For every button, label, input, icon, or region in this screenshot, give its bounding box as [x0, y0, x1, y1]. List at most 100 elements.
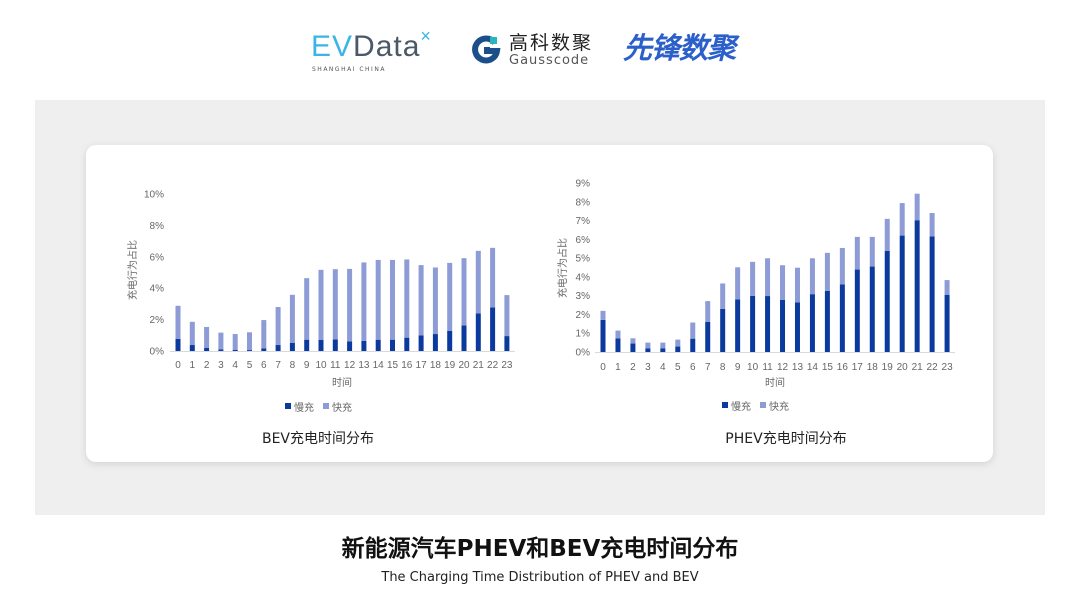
- bar-fast: [232, 334, 238, 350]
- bar-slow: [490, 307, 496, 351]
- bar-fast: [735, 267, 741, 300]
- bar-fast: [794, 267, 800, 303]
- bar-fast: [690, 322, 696, 339]
- x-tick-label: 9: [304, 360, 310, 371]
- bar-slow: [318, 340, 324, 351]
- x-tick-label: 13: [358, 360, 370, 371]
- bar-slow: [189, 345, 195, 351]
- xianfeng-logo: 先锋数聚: [623, 31, 736, 65]
- bar-fast: [261, 320, 267, 349]
- x-tick-label: 3: [645, 362, 651, 373]
- y-tick-label: 1%: [576, 329, 591, 340]
- bar-fast: [929, 213, 935, 237]
- page-subtitle: The Charging Time Distribution of PHEV a…: [381, 570, 699, 585]
- y-tick-label: 6%: [576, 235, 591, 246]
- bar-fast: [884, 218, 890, 251]
- bar-slow: [432, 334, 438, 351]
- bar-fast: [869, 236, 875, 267]
- legend-swatch-fast: [323, 403, 329, 409]
- bar-fast: [461, 258, 467, 326]
- bar-slow: [347, 341, 353, 351]
- bar-fast: [361, 262, 367, 341]
- phev-chart: 充电行为占比 时间 慢充 快充 0%1%2%3%4%5%6%7%8%9%0 1 2 3…: [556, 179, 956, 413]
- bar-fast: [630, 338, 636, 344]
- x-tick-label: 3: [218, 360, 224, 371]
- legend-label-fast: 快充: [769, 400, 789, 413]
- x-tick-label: 15: [387, 360, 399, 371]
- legend-label-fast: 快充: [332, 401, 352, 414]
- bar-fast: [332, 269, 338, 340]
- x-tick-label: 6: [690, 362, 696, 373]
- bar-slow: [944, 294, 950, 352]
- x-tick-label: 9: [735, 362, 741, 373]
- x-tick-label: 16: [837, 362, 849, 373]
- bar-fast: [418, 265, 424, 336]
- bar-slow: [361, 340, 367, 351]
- x-tick-label: 18: [430, 360, 442, 371]
- legend-label-slow: 慢充: [294, 401, 314, 414]
- x-tick-label: 18: [867, 362, 879, 373]
- bar-slow: [504, 336, 510, 351]
- x-tick-label: 4: [232, 360, 238, 371]
- x-axis-title: 时间: [765, 376, 785, 389]
- bar-slow: [750, 295, 756, 352]
- y-tick-label: 8%: [150, 221, 165, 232]
- x-tick-label: 23: [942, 362, 954, 373]
- x-tick-label: 11: [762, 362, 773, 373]
- y-tick-label: 6%: [150, 252, 165, 263]
- bar-fast: [175, 305, 181, 339]
- bar-slow: [204, 348, 210, 351]
- y-tick-label: 0%: [150, 347, 165, 358]
- y-tick-label: 3%: [576, 291, 591, 302]
- bar-fast: [645, 342, 651, 349]
- bar-fast: [615, 330, 621, 339]
- bar-fast: [304, 278, 310, 340]
- bar-fast: [247, 332, 252, 351]
- bar-slow: [289, 342, 295, 351]
- bar-fast: [765, 258, 771, 297]
- bar-fast: [899, 203, 905, 236]
- legend-label-slow: 慢充: [731, 400, 751, 413]
- evdata-logo-data: Data: [353, 30, 421, 63]
- legend-swatch-slow: [722, 402, 728, 408]
- bar-slow: [475, 313, 481, 351]
- x-tick-label: 22: [487, 360, 499, 371]
- bar-fast: [204, 326, 210, 349]
- y-tick-label: 4%: [576, 272, 591, 283]
- y-tick-label: 5%: [576, 254, 591, 265]
- legend: 慢充 快充: [285, 401, 352, 414]
- legend-swatch-slow: [285, 403, 291, 409]
- bar-slow: [794, 302, 800, 352]
- bar-slow: [447, 330, 453, 351]
- bar-fast: [347, 268, 353, 342]
- bar-slow: [675, 346, 681, 352]
- bar-slow: [824, 290, 830, 352]
- x-tick-label: 16: [401, 360, 413, 371]
- bar-fast: [780, 265, 786, 300]
- legend: 慢充 快充: [722, 400, 789, 413]
- bar-fast: [447, 262, 453, 331]
- bar-fast: [218, 332, 224, 350]
- bar-slow: [218, 349, 224, 351]
- bar-fast: [824, 252, 830, 291]
- x-tick-label: 5: [675, 362, 681, 373]
- x-tick-label: 19: [882, 362, 894, 373]
- bar-slow: [735, 299, 741, 352]
- bar-fast: [750, 261, 756, 296]
- bar-slow: [690, 338, 696, 352]
- bar-slow: [232, 349, 238, 351]
- bar-fast: [504, 295, 510, 337]
- bar-slow: [261, 348, 267, 351]
- x-tick-label: 1: [615, 362, 621, 373]
- bar-fast: [318, 269, 324, 341]
- bar-fast: [189, 321, 195, 346]
- bar-fast: [390, 259, 395, 340]
- gausscode-logo-icon: [472, 35, 501, 64]
- bar-slow: [332, 339, 338, 351]
- bar-slow: [600, 319, 606, 352]
- x-tick-label: 11: [330, 360, 341, 371]
- bar-slow: [780, 299, 786, 352]
- bar-fast: [660, 342, 666, 349]
- y-axis-title: 充电行为占比: [556, 238, 569, 298]
- bar-fast: [839, 247, 845, 285]
